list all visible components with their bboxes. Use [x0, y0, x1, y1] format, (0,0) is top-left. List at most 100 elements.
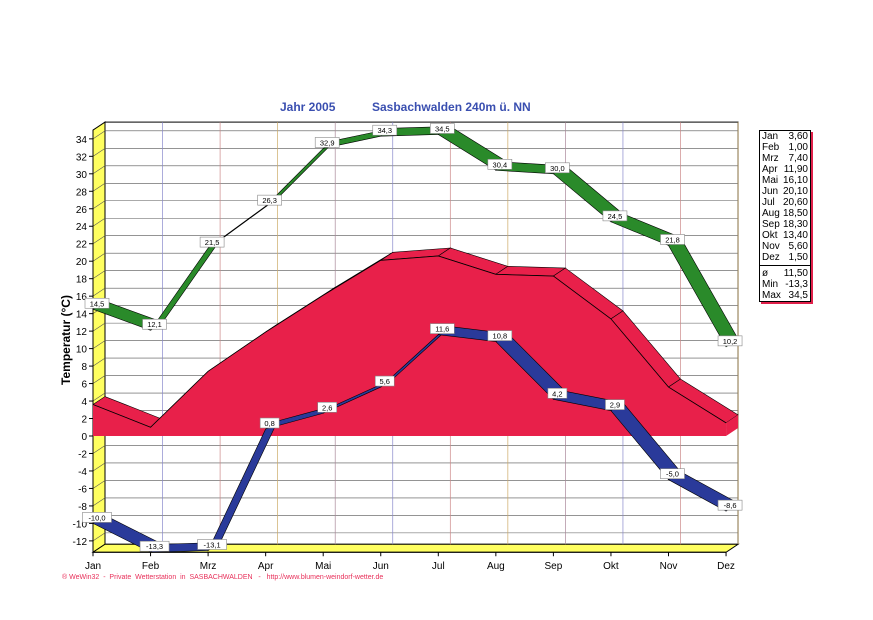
x-tick-label: Feb	[142, 561, 160, 572]
y-tick-label: 28	[76, 187, 88, 198]
y-tick-label: 6	[81, 380, 87, 391]
gridline-wall	[92, 375, 106, 384]
x-tick-label: Mai	[315, 561, 331, 572]
max-data-label: 34,3	[377, 126, 392, 135]
legend-value: 5,60	[788, 241, 808, 252]
y-tick-label: -2	[78, 449, 87, 460]
min-data-label-box	[374, 375, 395, 387]
x-tick-label: Okt	[603, 561, 619, 572]
gridline-wall	[92, 183, 106, 192]
x-tick-label: Mrz	[200, 561, 217, 572]
legend-label: ø	[762, 268, 769, 279]
gridline-wall	[92, 217, 106, 227]
gridline-wall	[92, 462, 106, 472]
legend-summary: ø 11,50 Min -13,3 Max 34,5	[760, 265, 810, 301]
y-tick-label: 20	[76, 257, 88, 268]
max-data-label-box	[314, 137, 340, 148]
legend-row: Dez 1,50	[760, 252, 810, 263]
max-data-label-box	[487, 159, 513, 170]
legend-value: 20,60	[782, 197, 808, 208]
legend-label: Feb	[762, 142, 780, 153]
y-tick-label: 0	[81, 432, 87, 443]
max-data-label-box	[602, 210, 628, 222]
y-tick-label: -10	[73, 519, 88, 530]
max-data-label: 12,1	[147, 320, 162, 329]
chart-title-year: Jahr 2005	[280, 100, 336, 114]
x-tick-label: Jul	[432, 561, 445, 572]
y-tick-label: -12	[73, 537, 88, 548]
min-data-label-box	[317, 401, 338, 413]
legend-summary-row: ø 11,50	[760, 268, 810, 279]
min-data-label-box	[259, 417, 280, 429]
legend-row: Sep 18,30	[760, 219, 810, 230]
legend-value: -13,3	[785, 279, 808, 290]
x-tick-label: Sep	[545, 561, 563, 572]
gridline-wall	[92, 357, 106, 367]
y-tick-label: 4	[81, 397, 87, 408]
gridline-wall	[92, 287, 106, 297]
y-tick-label: 22	[76, 240, 88, 251]
max-data-label-box	[545, 162, 570, 174]
mean-line	[92, 255, 727, 428]
monthly-mean-legend: Jan 3,60 Feb 1,00 Mrz 7,40 Apr 11,90 Mai 16,10 Jun…	[759, 130, 811, 302]
legend-row: Mai 16,10	[760, 175, 810, 186]
max-data-label-box	[372, 124, 398, 136]
gridline-wall	[92, 270, 106, 279]
max-data-label: 32,9	[320, 138, 335, 147]
legend-value: 7,40	[788, 153, 808, 164]
max-data-label: 14,5	[90, 299, 105, 308]
min-data-label: 10,8	[493, 332, 508, 341]
y-tick-label: 24	[76, 222, 88, 233]
y-tick-label: 18	[76, 275, 88, 286]
legend-value: 16,10	[782, 175, 808, 186]
legend-value: 20,10	[782, 186, 808, 197]
legend-label: Nov	[762, 241, 780, 252]
y-tick-label: 34	[76, 135, 88, 146]
gridline-wall	[92, 532, 106, 542]
legend-row: Jul 20,60	[760, 197, 810, 208]
legend-label: Okt	[762, 230, 778, 241]
y-tick-label: 2	[81, 415, 87, 426]
legend-label: Apr	[762, 164, 778, 175]
legend-summary-row: Max 34,5	[760, 290, 810, 301]
x-tick-label: Dez	[717, 561, 735, 572]
legend-row: Mrz 7,40	[760, 153, 810, 164]
min-data-label-box	[82, 512, 112, 523]
x-tick-label: Nov	[660, 561, 678, 572]
chart-title-station: Sasbachwalden 240m ü. NN	[372, 100, 531, 114]
legend-value: 3,60	[788, 131, 808, 142]
x-tick-label: Aug	[487, 561, 505, 572]
x-tick-label: Jun	[373, 561, 389, 572]
max-data-label: 30,0	[550, 164, 565, 173]
min-data-label: 2,9	[610, 401, 620, 410]
min-data-label: 2,6	[322, 403, 332, 412]
legend-label: Sep	[762, 219, 780, 230]
min-data-label-box	[717, 499, 743, 511]
max-data-label: 10,2	[723, 337, 738, 346]
legend-value: 1,00	[788, 142, 808, 153]
footer-credit: ® WeWin32 - Private Wetterstation in SAS…	[62, 574, 384, 581]
max-data-label-box	[257, 194, 282, 206]
y-tick-label: 30	[76, 170, 88, 181]
legend-value: 18,50	[782, 208, 808, 219]
max-data-label-box	[142, 318, 167, 330]
max-data-label-box	[717, 335, 743, 347]
legend-value: 11,90	[783, 164, 808, 175]
legend-row: Jun 20,10	[760, 186, 810, 197]
min-data-label: 4,2	[552, 389, 562, 398]
gridline-wall	[92, 480, 106, 489]
legend-summary-row: Min -13,3	[760, 279, 810, 290]
legend-row: Feb 1,00	[760, 142, 810, 153]
legend-label: Jun	[762, 186, 779, 197]
y-tick-label: -4	[78, 467, 87, 478]
y-tick-label: 32	[76, 152, 88, 163]
gridline-wall	[92, 392, 106, 402]
gridline-wall	[92, 340, 106, 349]
legend-value: 11,50	[783, 268, 808, 279]
y-axis-label: Temperatur (°C)	[59, 295, 73, 385]
legend-value: 18,30	[782, 219, 808, 230]
x-tick-label: Apr	[258, 561, 274, 572]
legend-label: Max	[762, 290, 781, 301]
y-tick-label: 8	[81, 362, 87, 373]
min-data-label: -10,0	[88, 513, 105, 522]
